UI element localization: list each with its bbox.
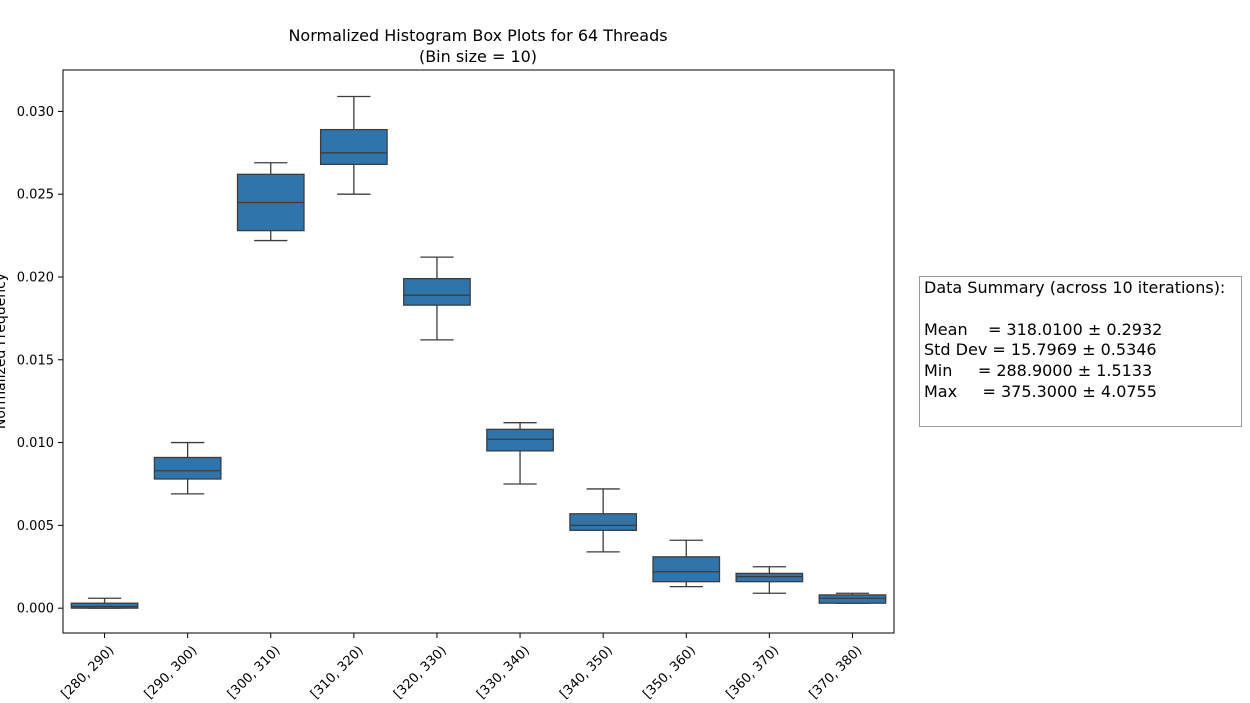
box-6 bbox=[569, 513, 638, 531]
chart-title: Normalized Histogram Box Plots for 64 Th… bbox=[288, 26, 667, 45]
x-tick-label-8: [360, 370) bbox=[723, 643, 782, 702]
x-tick-label-4: [320, 330) bbox=[391, 643, 450, 702]
summary-min: Min = 288.9000 ± 1.5133 bbox=[924, 361, 1153, 381]
summary-mean: Mean = 318.0100 ± 0.2932 bbox=[924, 319, 1163, 339]
box-0 bbox=[70, 602, 139, 609]
summary-spacer bbox=[924, 299, 1237, 320]
x-tick-label-0: [280, 290) bbox=[59, 643, 118, 702]
x-tick-label-2: [300, 310) bbox=[225, 643, 284, 702]
box-4 bbox=[403, 277, 471, 306]
y-tick-label-2: 0.010 bbox=[17, 436, 54, 451]
box-3 bbox=[319, 128, 388, 166]
summary-heading: Data Summary (across 10 iterations): bbox=[924, 278, 1226, 297]
y-tick-label-4: 0.020 bbox=[17, 270, 54, 285]
box-1 bbox=[153, 456, 222, 480]
box-9 bbox=[818, 594, 887, 604]
plot-area: 0.000 0.005 0.010 0.015 0.020 0.025 0.030 [280,… bbox=[17, 69, 895, 702]
x-tick-label-1: [290, 300) bbox=[142, 643, 201, 702]
x-tick-label-9: [370, 380) bbox=[807, 643, 866, 702]
data-summary-box: Data Summary (across 10 iterations): Mean… bbox=[919, 276, 1242, 427]
y-axis-label: Normalized Frequency bbox=[0, 273, 9, 429]
plot-frame bbox=[62, 69, 895, 634]
chart-subtitle: (Bin size = 10) bbox=[419, 47, 537, 66]
y-tick-label-5: 0.025 bbox=[17, 188, 54, 203]
x-tick-label-3: [310, 320) bbox=[308, 643, 367, 702]
summary-max: Max = 375.3000 ± 4.0755 bbox=[924, 381, 1157, 401]
summary-std-dev: Std Dev = 15.7969 ± 0.5346 bbox=[924, 340, 1157, 360]
x-tick-label-7: [350, 360) bbox=[640, 643, 699, 702]
y-tick-label-1: 0.005 bbox=[17, 519, 54, 534]
x-tick-label-6: [340, 350) bbox=[557, 643, 616, 702]
x-tick-label-5: [330, 340) bbox=[474, 643, 533, 702]
y-tick-label-3: 0.015 bbox=[17, 353, 54, 368]
y-tick-label-6: 0.030 bbox=[17, 105, 54, 120]
box-7 bbox=[652, 556, 721, 583]
y-tick-label-0: 0.000 bbox=[17, 602, 54, 617]
box-5 bbox=[486, 428, 554, 452]
box-8 bbox=[735, 572, 804, 583]
